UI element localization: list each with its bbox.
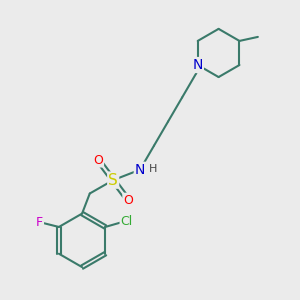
Text: N: N [135, 163, 145, 177]
Text: F: F [36, 216, 43, 230]
Text: N: N [193, 58, 203, 72]
Text: S: S [108, 172, 118, 188]
Text: H: H [149, 164, 158, 174]
Text: O: O [93, 154, 103, 166]
Text: Cl: Cl [121, 215, 133, 228]
Text: O: O [123, 194, 133, 207]
